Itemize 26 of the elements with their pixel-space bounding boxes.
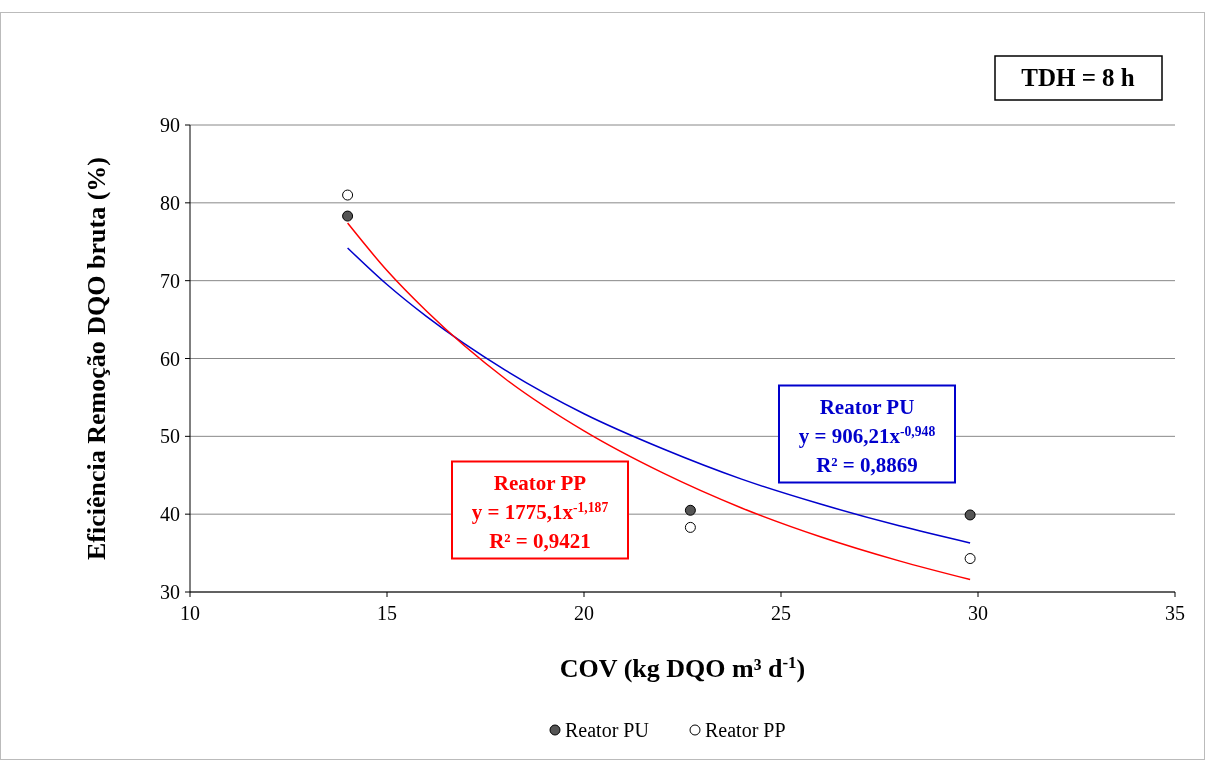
x-tick-label: 30 [968, 602, 988, 624]
annotation: Reator PU y = 906,21x$^{-0,948}$ R² = 0,8869 [798, 394, 936, 477]
point [342, 210, 354, 222]
text: TDH = 8 h [1021, 64, 1135, 91]
y-tick-label: 70 [160, 269, 180, 292]
x-tick-label: 20 [574, 602, 594, 624]
point [342, 189, 354, 201]
y-tick-label: 60 [160, 347, 180, 370]
point [684, 521, 696, 533]
y-tick-label: 50 [160, 425, 180, 448]
x-tick-label: 10 [180, 602, 200, 624]
point [964, 553, 976, 565]
y-tick-label: 40 [160, 503, 180, 526]
annotation: Reator PP y = 1775,1x$^{-1,187}$ R² = 0,9421 [471, 470, 609, 553]
point [684, 504, 696, 516]
x-tick-label: 25 [771, 602, 791, 624]
y-tick-label: 30 [160, 581, 180, 603]
x-tick-label: 35 [1165, 602, 1185, 624]
y-tick-label: 80 [160, 191, 180, 214]
y-tick-label: 90 [160, 114, 180, 136]
y-axis-title: Eficiência Remoção DQO bruta (%) [82, 157, 111, 560]
x-tick-label: 15 [377, 602, 397, 624]
x-axis-title: COV (kg DQO m³ d$^{-1}$) [559, 652, 806, 683]
legend-label: Reator PU [565, 719, 650, 741]
legend-label: Reator PP [705, 719, 786, 741]
point [964, 509, 976, 521]
